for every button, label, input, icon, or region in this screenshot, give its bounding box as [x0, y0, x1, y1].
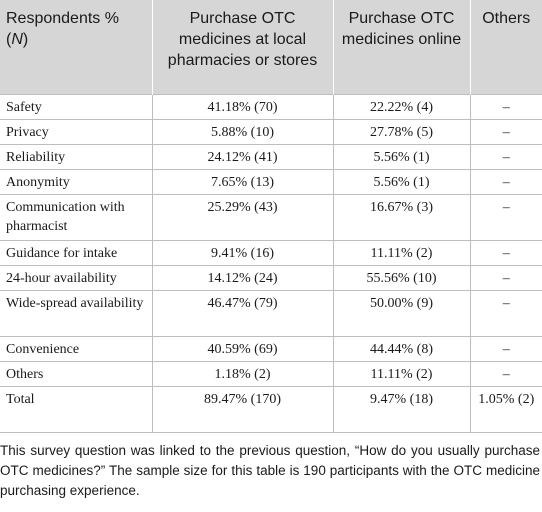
row-label: Others [0, 360, 153, 386]
cell-local: 41.18% (70) [152, 93, 334, 119]
table-row: Guidance for intake 9.41% (16) 11.11% (2… [0, 239, 542, 265]
cell-local: 1.18% (2) [152, 360, 334, 386]
row-label: Safety [0, 93, 153, 119]
cell-local: 9.41% (16) [152, 239, 334, 265]
row-label: Anonymity [0, 168, 153, 194]
cell-online: 44.44% (8) [333, 335, 471, 361]
table-row: Convenience 40.59% (69) 44.44% (8) – [0, 335, 542, 361]
cell-others: – [470, 239, 542, 265]
row-label: Privacy [0, 118, 153, 144]
header-respondents-n: N [11, 31, 23, 48]
cell-others: – [470, 264, 542, 290]
row-label: 24-hour availability [0, 264, 153, 290]
cell-local: 5.88% (10) [152, 118, 334, 144]
header-local-pharmacies: Purchase OTC medicines at local pharmaci… [152, 0, 334, 94]
cell-online: 16.67% (3) [333, 193, 471, 240]
cell-online: 11.11% (2) [333, 239, 471, 265]
cell-local: 40.59% (69) [152, 335, 334, 361]
cell-local: 14.12% (24) [152, 264, 334, 290]
cell-others: 1.05% (2) [470, 385, 542, 433]
header-respondents-close: ) [22, 31, 29, 48]
cell-local: 25.29% (43) [152, 193, 334, 240]
cell-online: 22.22% (4) [333, 93, 471, 119]
table-row: Wide-spread availability 46.47% (79) 50.… [0, 289, 542, 336]
row-label: Total [0, 385, 153, 433]
cell-online: 9.47% (18) [333, 385, 471, 433]
cell-online: 55.56% (10) [333, 264, 471, 290]
cell-others: – [470, 93, 542, 119]
cell-online: 27.78% (5) [333, 118, 471, 144]
cell-others: – [470, 360, 542, 386]
table-row: Safety 41.18% (70) 22.22% (4) – [0, 93, 542, 119]
cell-others: – [470, 168, 542, 194]
table-row-total: Total 89.47% (170) 9.47% (18) 1.05% (2) [0, 385, 542, 433]
header-respondents: Respondents % (N) [0, 0, 153, 94]
cell-others: – [470, 143, 542, 169]
table-row: Anonymity 7.65% (13) 5.56% (1) – [0, 168, 542, 194]
cell-others: – [470, 335, 542, 361]
table-row: Communication with pharmacist 25.29% (43… [0, 193, 542, 240]
cell-others: – [470, 193, 542, 240]
cell-online: 11.11% (2) [333, 360, 471, 386]
cell-online: 5.56% (1) [333, 168, 471, 194]
table-row: 24-hour availability 14.12% (24) 55.56% … [0, 264, 542, 290]
table-body: Safety 41.18% (70) 22.22% (4) – Privacy … [0, 93, 542, 433]
table-header: Respondents % (N) Purchase OTC medicines … [0, 0, 542, 94]
cell-others: – [470, 118, 542, 144]
row-label: Reliability [0, 143, 153, 169]
cell-local: 46.47% (79) [152, 289, 334, 336]
table-footnote: This survey question was linked to the p… [0, 442, 540, 498]
row-label: Convenience [0, 335, 153, 361]
table-row: Others 1.18% (2) 11.11% (2) – [0, 360, 542, 386]
survey-table: Respondents % (N) Purchase OTC medicines … [0, 0, 542, 433]
cell-local: 24.12% (41) [152, 143, 334, 169]
cell-others: – [470, 289, 542, 336]
survey-table-container: Respondents % (N) Purchase OTC medicines … [0, 0, 542, 498]
cell-local: 7.65% (13) [152, 168, 334, 194]
cell-local: 89.47% (170) [152, 385, 334, 433]
table-row: Reliability 24.12% (41) 5.56% (1) – [0, 143, 542, 169]
row-label: Wide-spread availability [0, 289, 153, 336]
header-others: Others [470, 0, 542, 94]
header-row: Respondents % (N) Purchase OTC medicines … [0, 0, 542, 94]
row-label: Guidance for intake [0, 239, 153, 265]
row-label: Communication with pharmacist [0, 193, 153, 240]
cell-online: 5.56% (1) [333, 143, 471, 169]
header-respondents-text: Respondents % [6, 10, 119, 27]
header-respondents-open: ( [6, 31, 12, 48]
cell-online: 50.00% (9) [333, 289, 471, 336]
table-row: Privacy 5.88% (10) 27.78% (5) – [0, 118, 542, 144]
header-online: Purchase OTC medicines online [333, 0, 471, 94]
